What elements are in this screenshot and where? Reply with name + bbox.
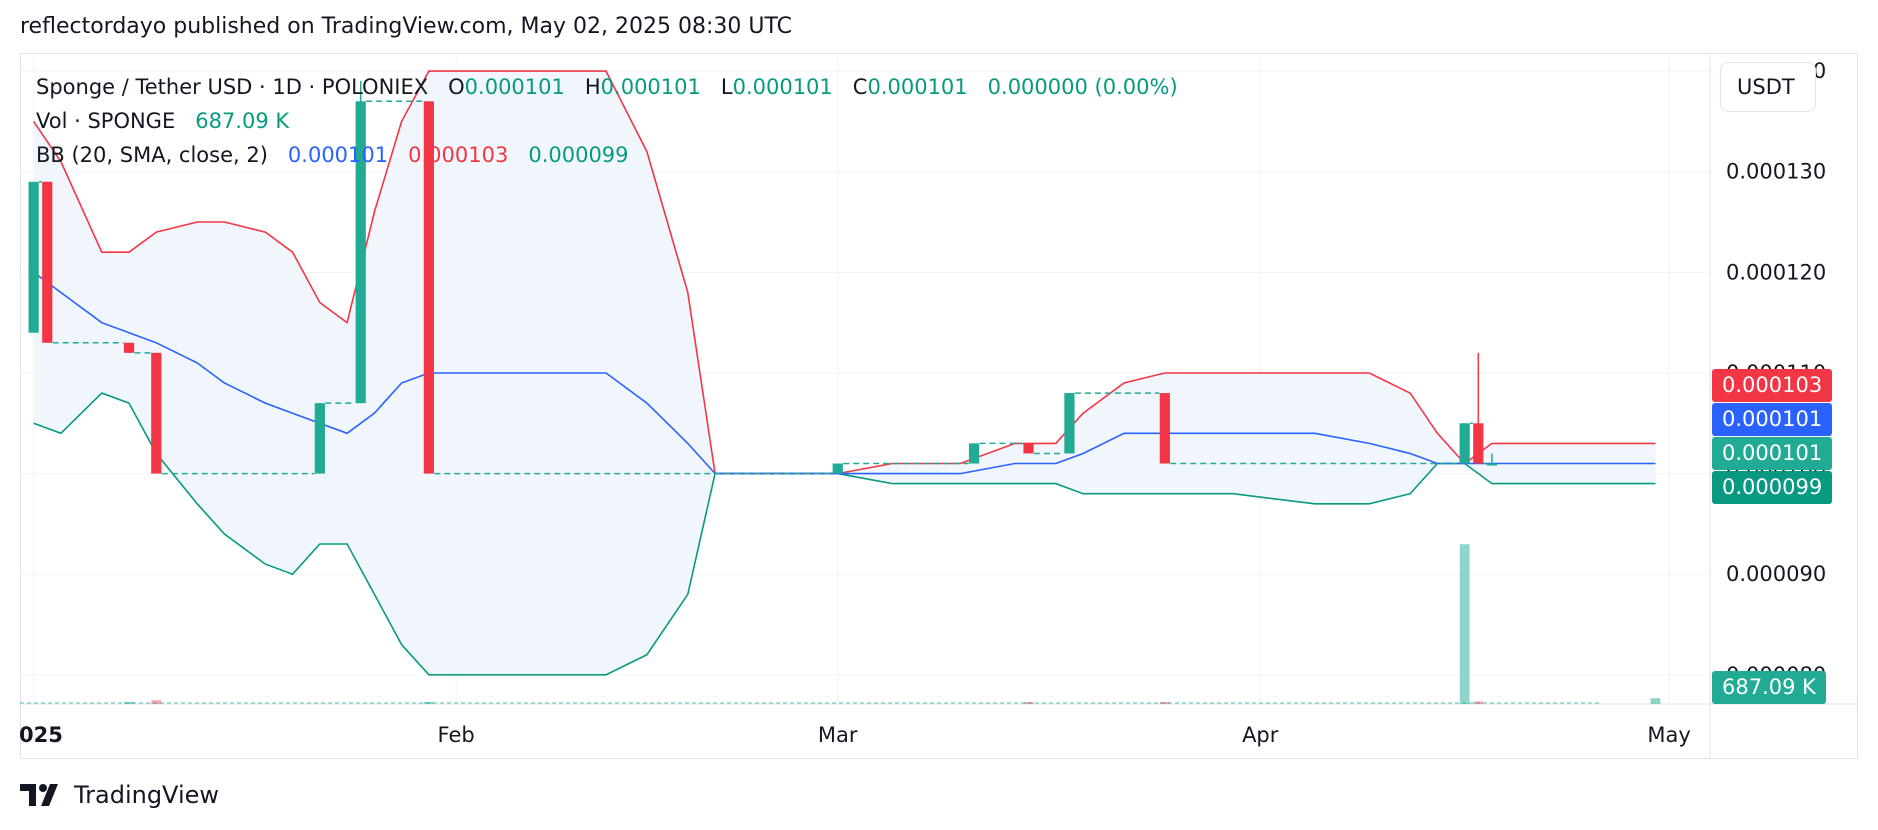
candle-body-0 xyxy=(28,181,39,333)
candle-body-7 xyxy=(832,463,843,474)
candle-body-10 xyxy=(1064,393,1075,454)
price-tag-bb-lower: 0.000099 xyxy=(1712,471,1833,504)
legend-volume-label[interactable]: Vol · SPONGE xyxy=(36,109,176,133)
legend-low-value: 0.000101 xyxy=(732,75,833,99)
volume-bar-5 xyxy=(1459,544,1470,704)
bollinger-upper-line xyxy=(32,70,1656,475)
legend-bb-row[interactable]: BB (20, SMA, close, 2) 0.000101 0.000103 0.… xyxy=(36,138,1182,172)
y-tick-label-5: 0.000090 xyxy=(1726,562,1826,586)
x-tick-label-4: May xyxy=(1647,723,1690,747)
x-tick-label-3: Apr xyxy=(1242,723,1279,747)
x-tick-label-2: Mar xyxy=(818,723,858,747)
legend-low-label: L xyxy=(720,75,733,99)
candle-body-2 xyxy=(123,342,135,353)
tradingview-logo-icon xyxy=(20,784,58,806)
legend-high-label: H xyxy=(584,75,601,99)
candle-body-9 xyxy=(1023,443,1034,454)
candle-body-11 xyxy=(1159,393,1170,464)
legend-volume-row[interactable]: Vol · SPONGE 687.09 K xyxy=(36,104,1182,138)
currency-selector[interactable]: USDT xyxy=(1720,62,1816,112)
legend-bb-basis: 0.000101 xyxy=(287,143,389,167)
price-tag-bb-upper: 0.000103 xyxy=(1712,369,1833,402)
bollinger-band-fill xyxy=(33,71,1656,675)
candle-body-1 xyxy=(42,181,53,343)
candle-body-4 xyxy=(314,403,325,474)
price-tag-bb-basis: 0.000101 xyxy=(1712,403,1833,436)
published-header: reflectordayo published on TradingView.c… xyxy=(20,14,792,39)
volume-bar-0 xyxy=(124,701,134,704)
legend-bb-lower: 0.000099 xyxy=(528,143,629,167)
legend-bb-label[interactable]: BB (20, SMA, close, 2) xyxy=(36,143,268,167)
candle-body-3 xyxy=(151,352,162,474)
legend-close-value: 0.000101 xyxy=(867,75,968,99)
candle-body-5 xyxy=(355,101,366,404)
price-tag-last: 0.000101 xyxy=(1712,437,1833,470)
legend-open-value: 0.000101 xyxy=(464,75,565,99)
legend-bb-upper: 0.000103 xyxy=(408,143,509,167)
footer-brand-text: TradingView xyxy=(74,781,220,809)
footer-brand[interactable]: TradingView xyxy=(20,780,219,810)
y-tick-label-2: 0.000120 xyxy=(1726,260,1826,284)
legend-volume-value: 687.09 K xyxy=(195,109,290,133)
x-axis-left-clip xyxy=(0,715,20,755)
y-tick-label-1: 0.000130 xyxy=(1726,160,1826,184)
candle-body-8 xyxy=(968,443,980,464)
volume-bar-7 xyxy=(1650,698,1661,704)
volume-tag: 687.09 K xyxy=(1712,671,1826,704)
candle-body-12 xyxy=(1459,423,1470,464)
bollinger-basis-line xyxy=(33,271,1656,475)
candle-body-14 xyxy=(1486,463,1498,466)
legend-ohlc-row[interactable]: Sponge / Tether USD · 1D · POLONIEX O0.00… xyxy=(36,70,1182,104)
legend-high-value: 0.000101 xyxy=(600,75,701,99)
chart-legend: Sponge / Tether USD · 1D · POLONIEX O0.00… xyxy=(36,70,1182,172)
candle-body-13 xyxy=(1473,423,1484,464)
x-tick-label-1: Feb xyxy=(438,723,475,747)
volume-bar-1 xyxy=(151,700,162,704)
chart-frame xyxy=(20,53,1858,759)
legend-open-label: O xyxy=(448,75,465,99)
legend-change: 0.000000 (0.00%) xyxy=(987,75,1178,99)
legend-close-label: C xyxy=(852,75,868,99)
bollinger-lower-line xyxy=(33,392,1656,676)
legend-symbol[interactable]: Sponge / Tether USD · 1D · POLONIEX xyxy=(36,75,429,99)
candle-body-6 xyxy=(423,101,434,474)
